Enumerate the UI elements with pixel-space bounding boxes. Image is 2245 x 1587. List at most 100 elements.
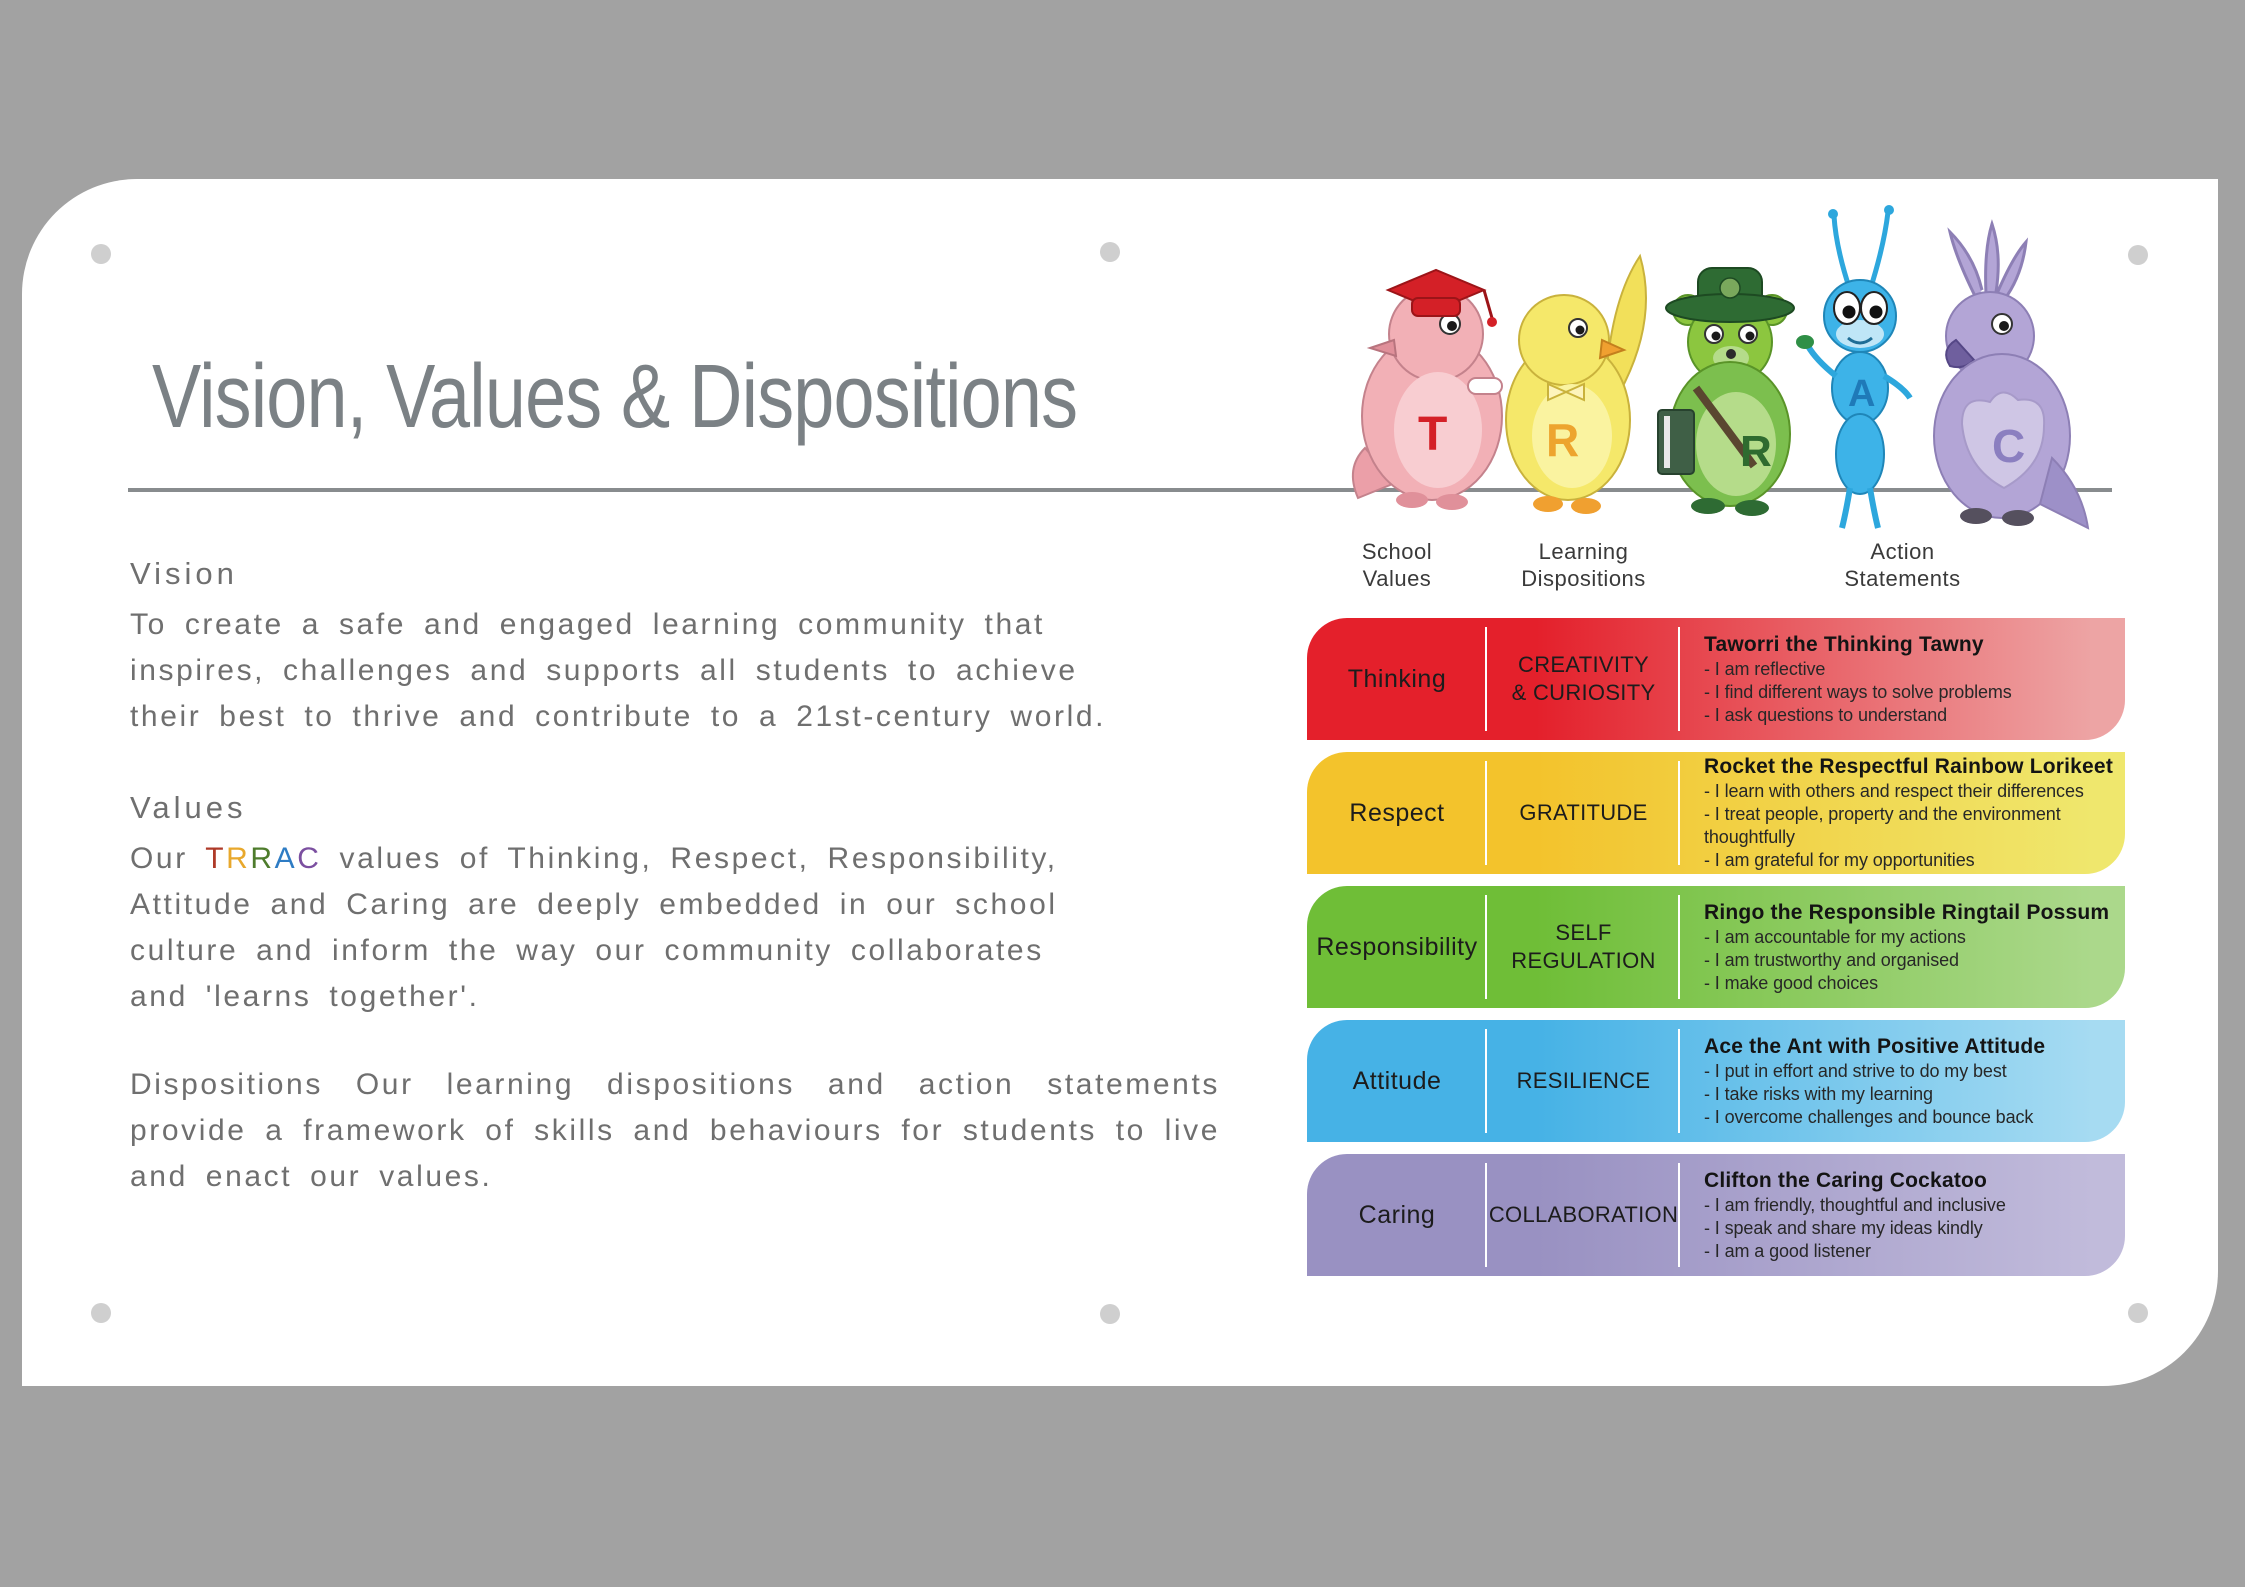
mascot-title: Ace the Ant with Positive Attitude [1704, 1034, 2046, 1058]
foot [1960, 508, 1992, 524]
column-divider [1678, 627, 1680, 731]
value-label: Responsibility [1316, 932, 1478, 961]
column-divider [1485, 1163, 1487, 1267]
values-paragraph: Our TRRAC values of Thinking, Respect, R… [130, 836, 1245, 1020]
heart-belly [1960, 391, 2046, 490]
column-divider [1678, 1163, 1680, 1267]
foot [1533, 496, 1563, 512]
tail-feathers [1351, 446, 1397, 500]
pupil [1842, 305, 1856, 319]
face-patch [1836, 320, 1884, 348]
action-statement: - I learn with others and respect their … [1704, 781, 2084, 801]
screw-dot [91, 1303, 111, 1323]
mascot-ringo-possum: R [1657, 267, 1795, 516]
column-divider [1678, 761, 1680, 865]
action-statement: - I treat people, property and the envir… [1704, 804, 2061, 847]
values-lead: Our [130, 842, 206, 875]
mascot-title: Ringo the Responsible Ringtail Possum [1704, 900, 2110, 924]
disposition-label: COLLABORATION [1488, 1202, 1679, 1227]
chest-letter-c: C [1992, 420, 2025, 472]
header-school-values: School Values [1361, 539, 1433, 591]
column-divider [1485, 1029, 1487, 1133]
foot [2002, 510, 2034, 526]
raised-wing [1604, 253, 1647, 390]
value-label: Caring [1358, 1200, 1436, 1229]
table-row-responsibility: Responsibility SELF REGULATION Ringo the… [1307, 886, 2125, 1008]
chest-letter-r2: R [1740, 427, 1772, 476]
arm [1882, 373, 1913, 400]
trrac-letter-a: A [274, 842, 298, 875]
bow-tie-icon [1547, 382, 1585, 402]
pupil [1745, 331, 1755, 341]
mascot-title: Taworri the Thinking Tawny [1704, 632, 1984, 656]
mascot-group-illustration: T R [1351, 205, 2090, 530]
pupil [1575, 325, 1585, 335]
value-label: Thinking [1347, 664, 1447, 693]
header-action-statements: Action Statements [1844, 539, 1961, 591]
crest-feathers [1947, 219, 2029, 301]
belly [1532, 384, 1612, 488]
action-statement: - I find different ways to solve problem… [1704, 681, 2012, 702]
antenna-tip [1884, 205, 1894, 215]
title-underline [128, 488, 2112, 492]
mascot-clifton-cockatoo: C [1933, 219, 2090, 530]
smile [1847, 336, 1873, 345]
pupil [1869, 305, 1883, 319]
head [1518, 294, 1610, 386]
trrac-letter-c: C [297, 842, 322, 875]
column-divider [1485, 895, 1487, 999]
action-statement: - I am accountable for my actions [1704, 926, 1966, 947]
mascot-title: Clifton the Caring Cockatoo [1704, 1168, 1988, 1192]
action-statement: - I take risks with my learning [1704, 1083, 1933, 1104]
cap-band [1411, 297, 1461, 317]
mascot-ace-ant: A [1796, 205, 1913, 529]
table-header-row: School Values Learning Dispositions Acti… [1307, 538, 2125, 592]
action-statement: - I am grateful for my opportunities [1704, 850, 1975, 870]
mascot-title: Rocket the Respectful Rainbow Lorikeet [1704, 755, 2114, 778]
action-statement: - I speak and share my ideas kindly [1704, 1217, 1983, 1238]
table-row-attitude: Attitude RESILIENCE Ace the Ant with Pos… [1307, 1020, 2125, 1142]
dispositions-paragraph: Dispositions Our learning dispositions a… [130, 1068, 1220, 1193]
action-statement: - I overcome challenges and bounce back [1704, 1106, 2034, 1127]
screw-dot [91, 244, 111, 264]
pupil [1711, 331, 1721, 341]
disposition-label: SELF REGULATION [1511, 920, 1656, 973]
hand [1796, 335, 1814, 349]
action-statement: - I make good choices [1704, 972, 1878, 993]
mascot-rocket-lorikeet: R [1505, 253, 1647, 514]
value-label: Respect [1349, 798, 1445, 827]
trrac-letter-r1: R [226, 842, 251, 875]
column-divider [1678, 895, 1680, 999]
screw-dot [2128, 245, 2148, 265]
action-statement: - I put in effort and strive to do my be… [1704, 1060, 2007, 1081]
pupil [1447, 321, 1457, 331]
action-statement: - I am friendly, thoughtful and inclusiv… [1704, 1194, 2006, 1215]
hat-badge-icon [1719, 277, 1741, 299]
abdomen [1835, 413, 1885, 495]
trrac-letter-r2: R [250, 842, 275, 875]
header-learning-dispositions: Learning Dispositions [1521, 539, 1646, 591]
antenna [1831, 215, 1853, 291]
values-rest: values of Thinking, Respect, Responsibil… [130, 842, 1058, 1013]
foot [1735, 500, 1769, 516]
action-statement: - I am reflective [1704, 658, 1826, 679]
values-heading: Values [130, 790, 247, 825]
foot [1436, 494, 1468, 510]
foot [1396, 492, 1428, 508]
disposition-label: RESILIENCE [1516, 1068, 1651, 1093]
value-label: Attitude [1352, 1066, 1442, 1095]
action-statement: - I am trustworthy and organised [1704, 949, 1959, 970]
beak-icon [1366, 338, 1398, 358]
waving-arm [1805, 344, 1838, 379]
antenna [1867, 211, 1891, 291]
foot [1571, 498, 1601, 514]
vision-heading: Vision [130, 556, 238, 591]
page-title: Vision, Values & Dispositions [152, 347, 1078, 447]
table-row-caring: Caring COLLABORATION Clifton the Caring … [1307, 1154, 2125, 1276]
screw-dot [2128, 1303, 2148, 1323]
table-row-respect: Respect GRATITUDE Rocket the Respectful … [1307, 752, 2125, 874]
tassel-end [1487, 317, 1497, 327]
book-pages [1664, 416, 1670, 468]
diploma-scroll [1467, 377, 1503, 395]
